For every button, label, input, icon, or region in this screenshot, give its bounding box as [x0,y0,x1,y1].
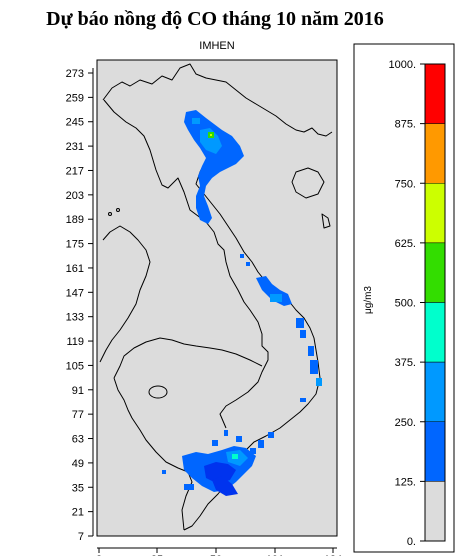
legend-swatch [424,302,446,363]
y-tick-label: 203 [66,190,84,202]
legend-swatch [424,361,446,422]
y-tick-label: 21 [72,507,84,519]
legend-level-label: 1000. [388,59,416,71]
y-tick-label: 161 [66,263,84,275]
map-subtitle: IMHEN [199,40,235,52]
legend-level-label: 875. [395,119,416,131]
legend-swatch [424,183,446,244]
y-tick-label: 7 [78,531,84,543]
y-tick-label: 91 [72,385,84,397]
page-title: Dự báo nồng độ CO tháng 10 năm 2016 [46,8,384,30]
legend-swatch [424,421,446,482]
legend-labels: 1000. 875. 750. 625. 500. 375. 250. 125. 0. [388,59,425,548]
legend-swatch [424,242,446,303]
legend-level-label: 125. [395,476,416,488]
y-tick-label: 189 [66,214,84,226]
co-concentration-area [162,110,322,496]
y-tick-label: 49 [72,458,84,470]
x-tick-label: 3 [96,554,102,556]
x-tick-label: 25 [151,554,163,556]
y-tick-label: 77 [72,409,84,421]
x-tick-label: 50 [210,554,222,556]
legend-level-label: 250. [395,417,416,429]
y-axis-ticks: 2732592452312172031891751611471331191059… [66,68,93,543]
legend-unit-label: μg/m3 [363,286,374,314]
y-tick-label: 175 [66,239,84,251]
legend-swatch [424,63,446,124]
y-tick-label: 273 [66,68,84,80]
y-tick-label: 133 [66,312,84,324]
y-tick-label: 63 [72,434,84,446]
legend-level-label: 750. [395,178,416,190]
x-tick-label: 101 [266,554,284,556]
y-tick-label: 105 [66,360,84,372]
y-tick-label: 259 [66,92,84,104]
legend-swatch [424,123,446,184]
y-tick-label: 35 [72,482,84,494]
legend-swatch [424,481,446,542]
y-tick-label: 231 [66,141,84,153]
legend-level-label: 0. [407,536,416,548]
x-axis-ticks: 3 25 50 101 124 [96,548,342,556]
legend-level-label: 500. [395,298,416,310]
y-tick-label: 119 [66,336,84,348]
legend-level-label: 375. [395,357,416,369]
y-tick-label: 147 [66,287,84,299]
y-tick-label: 245 [66,117,84,129]
legend-level-label: 625. [395,238,416,250]
y-tick-label: 217 [66,165,84,177]
legend-color-bar [424,63,446,542]
x-tick-label: 124 [324,554,342,556]
